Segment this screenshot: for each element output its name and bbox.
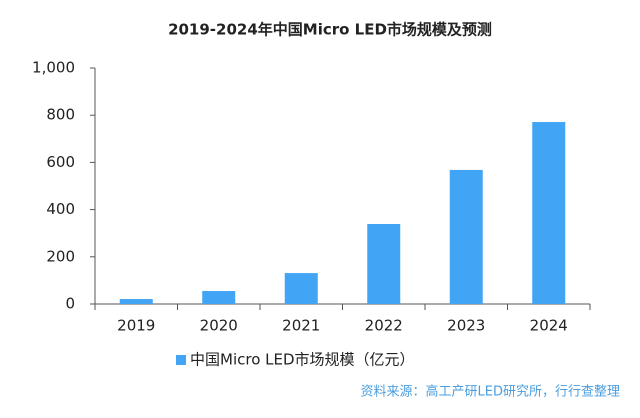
legend-swatch [176, 355, 186, 365]
y-tick-label: 800 [46, 106, 75, 124]
bar [202, 291, 236, 304]
y-tick-label: 1,000 [32, 59, 75, 77]
x-tick-label: 2022 [365, 317, 403, 335]
chart-title: 2019-2024年中国Micro LED市场规模及预测 [168, 21, 492, 39]
bar [367, 223, 401, 304]
x-tick-label: 2020 [200, 317, 238, 335]
y-tick-label: 400 [46, 200, 75, 218]
source-note: 资料来源：高工产研LED研究所，行行查整理 [361, 384, 620, 400]
x-tick-label: 2021 [282, 317, 320, 335]
bar [119, 299, 153, 304]
x-tick-label: 2023 [447, 317, 485, 335]
x-tick-label: 2024 [530, 317, 568, 335]
y-tick-label: 0 [65, 295, 75, 313]
y-tick-label: 200 [46, 247, 75, 265]
legend-label: 中国Micro LED市场规模（亿元） [190, 351, 415, 369]
bar [532, 122, 566, 304]
y-tick-label: 600 [46, 153, 75, 171]
x-tick-label: 2019 [117, 317, 155, 335]
bar [284, 273, 318, 304]
bar [449, 169, 483, 304]
